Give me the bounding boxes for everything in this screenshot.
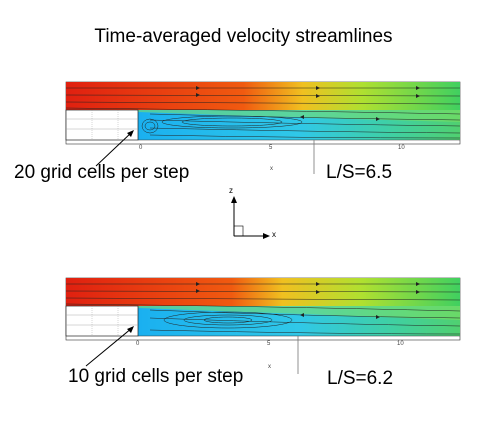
- flow-field-coarse: [65, 277, 461, 374]
- x-axis-label: x: [272, 230, 276, 239]
- panel-fine-grid: 0 5 10 x 20 grid cells per step L/S=6.5: [0, 78, 487, 188]
- tick-5: 5: [269, 145, 273, 151]
- ratio-fine-grid: L/S=6.5: [326, 162, 393, 183]
- x-axis-mark: x: [270, 166, 273, 172]
- tick-10: 10: [398, 145, 405, 151]
- tick-5: 5: [267, 341, 271, 347]
- caption-coarse-grid: 10 grid cells per step: [68, 366, 244, 387]
- triad-arrows: [231, 196, 270, 239]
- tick-10: 10: [397, 341, 404, 347]
- ratio-coarse-grid: L/S=6.2: [327, 368, 394, 389]
- figure-title: Time-averaged velocity streamlines: [94, 26, 393, 47]
- z-axis-label: z: [229, 186, 233, 195]
- x-axis-mark: x: [268, 364, 271, 370]
- caption-fine-grid: 20 grid cells per step: [14, 162, 190, 183]
- tick-0: 0: [136, 341, 140, 347]
- tick-0: 0: [139, 145, 143, 151]
- flow-field-fine: [65, 81, 461, 174]
- axis-triad: z x: [220, 186, 290, 246]
- panel-coarse-grid: 0 5 10 10 grid cells per step x L/S=6.2: [0, 274, 487, 404]
